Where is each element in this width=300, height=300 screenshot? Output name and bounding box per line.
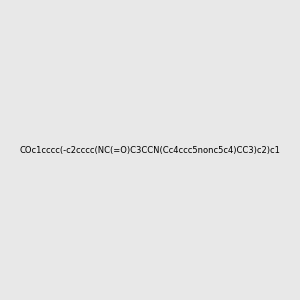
Text: COc1cccc(-c2cccc(NC(=O)C3CCN(Cc4ccc5nonc5c4)CC3)c2)c1: COc1cccc(-c2cccc(NC(=O)C3CCN(Cc4ccc5nonc… (20, 146, 281, 154)
